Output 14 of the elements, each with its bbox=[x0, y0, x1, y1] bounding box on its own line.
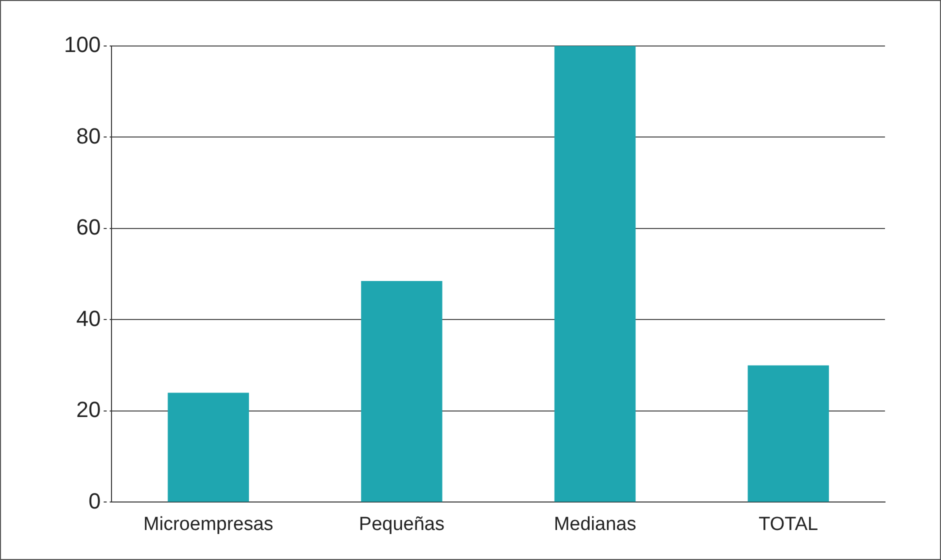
x-tick-label: Medianas bbox=[554, 514, 636, 535]
bar bbox=[748, 365, 829, 502]
y-tick-label: 0 bbox=[88, 488, 101, 514]
x-tick-label: Pequeñas bbox=[358, 514, 444, 535]
x-tick-label: TOTAL bbox=[758, 514, 818, 535]
y-tick-label: 40 bbox=[76, 306, 101, 331]
x-tick-label: Microempresas bbox=[143, 514, 274, 535]
bar bbox=[168, 392, 249, 502]
y-tick-label: 20 bbox=[76, 397, 101, 422]
bar bbox=[554, 46, 636, 502]
bar bbox=[361, 280, 442, 502]
y-tick-label: 60 bbox=[76, 214, 101, 240]
y-tick-label: 100 bbox=[64, 32, 101, 58]
y-tick-label: 80 bbox=[76, 123, 101, 148]
